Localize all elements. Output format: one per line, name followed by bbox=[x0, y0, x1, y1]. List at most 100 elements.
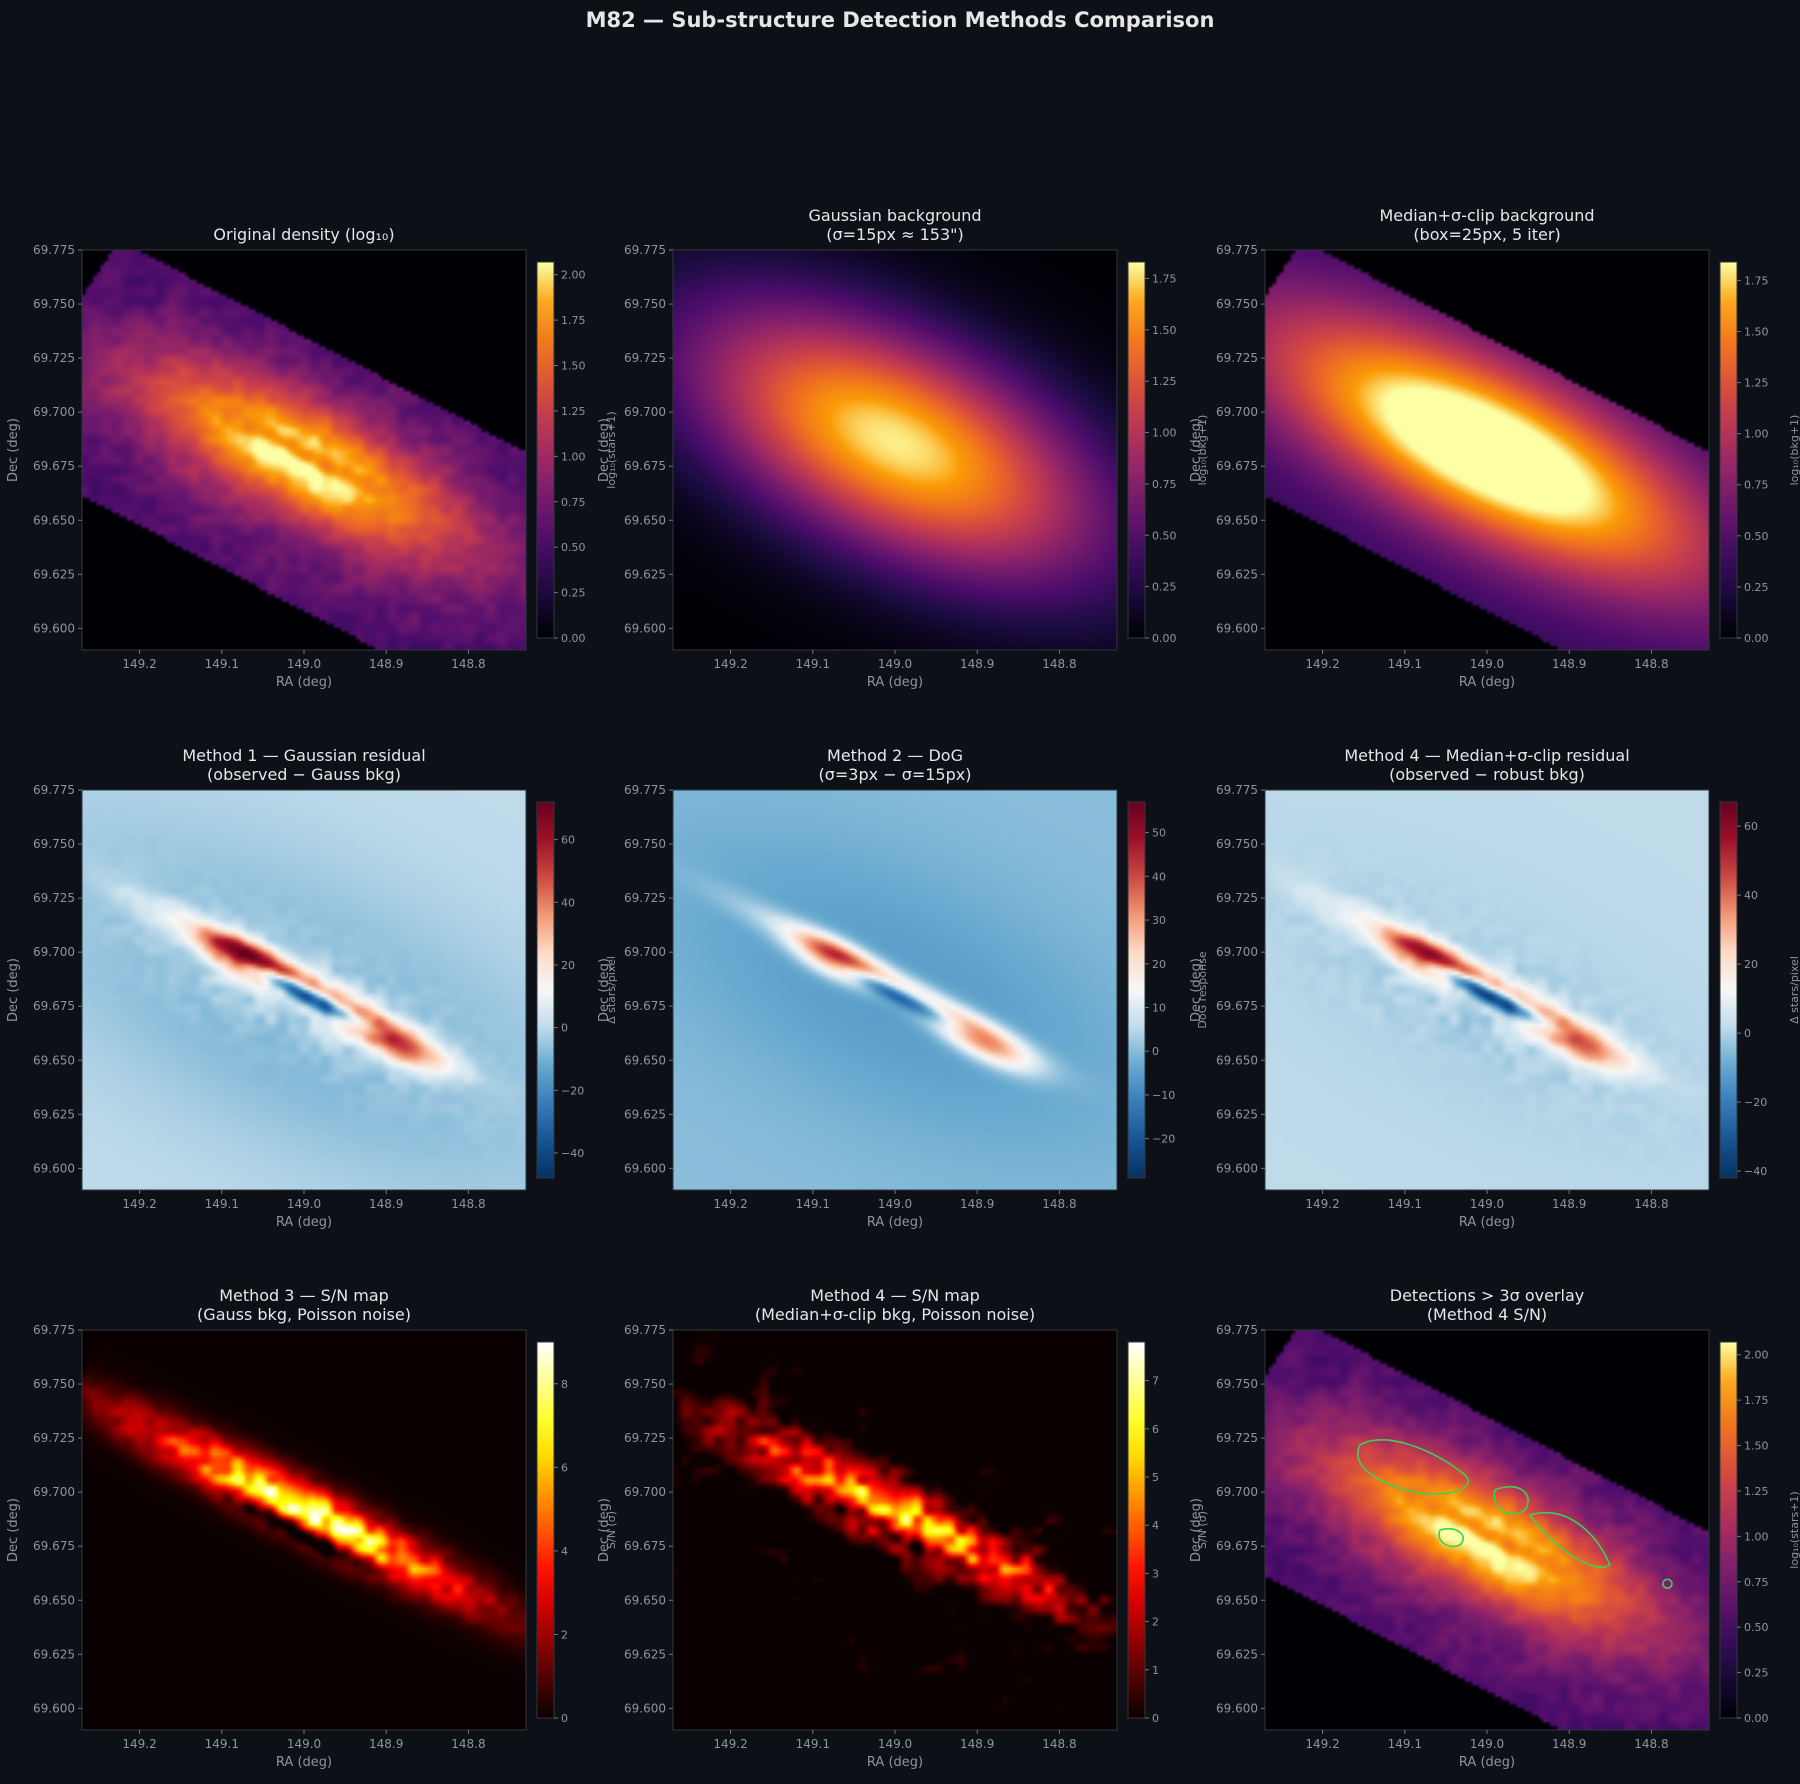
panel-6: Method 4 — Median+σ-clip residual(observ… bbox=[1189, 746, 1800, 1230]
panel-4: Method 1 — Gaussian residual(observed − … bbox=[6, 746, 618, 1230]
colorbar-tick-label: −20 bbox=[1152, 1133, 1175, 1146]
colorbar-tick-label: 0.25 bbox=[561, 587, 586, 600]
colorbar-tick-label: 3 bbox=[1152, 1567, 1159, 1580]
colorbar bbox=[1719, 261, 1738, 639]
colorbar-tick-label: 0.75 bbox=[561, 496, 586, 509]
x-axis-label: RA (deg) bbox=[867, 1755, 923, 1770]
colorbar bbox=[1127, 261, 1146, 639]
y-tick-label: 69.725 bbox=[624, 351, 666, 365]
panel-title-line: (box=25px, 5 iter) bbox=[1413, 225, 1560, 244]
panel-title-line: Detections > 3σ overlay bbox=[1390, 1286, 1584, 1305]
x-axis-label: RA (deg) bbox=[867, 675, 923, 690]
y-tick-label: 69.675 bbox=[1216, 1539, 1258, 1553]
y-axis-label: Dec (deg) bbox=[1189, 958, 1204, 1022]
panel-title-line: (observed − robust bkg) bbox=[1389, 765, 1585, 784]
colorbar-label: DoG response bbox=[1196, 951, 1209, 1028]
x-tick-label: 149.2 bbox=[713, 1737, 747, 1751]
colorbar-tick-label: 30 bbox=[1152, 914, 1166, 927]
x-tick-label: 149.1 bbox=[205, 1197, 239, 1211]
y-tick-label: 69.650 bbox=[33, 1053, 75, 1067]
y-tick-label: 69.775 bbox=[624, 1323, 666, 1337]
x-tick-label: 149.1 bbox=[1388, 657, 1422, 671]
panel-title-line: Method 3 — S/N map bbox=[219, 1286, 389, 1305]
panel-2: Gaussian background(σ=15px ≈ 153") 149.2 1… bbox=[597, 206, 1209, 690]
heatmap-image bbox=[82, 790, 526, 1190]
y-tick-label: 69.600 bbox=[1216, 1701, 1258, 1715]
y-tick-label: 69.750 bbox=[624, 297, 666, 311]
colorbar-tick-label: 40 bbox=[1744, 889, 1758, 902]
colorbar-tick-label: 1.25 bbox=[1152, 375, 1177, 388]
y-axis-label: Dec (deg) bbox=[6, 1498, 21, 1562]
colorbar bbox=[1127, 801, 1146, 1179]
colorbar-tick-label: 1.50 bbox=[1152, 324, 1177, 337]
y-tick-label: 69.600 bbox=[1216, 1161, 1258, 1175]
y-tick-label: 69.600 bbox=[1216, 621, 1258, 635]
x-tick-label: 149.1 bbox=[205, 657, 239, 671]
colorbar-tick-label: 20 bbox=[1744, 958, 1758, 971]
colorbar-tick-label: 4 bbox=[561, 1545, 568, 1558]
y-tick-label: 69.700 bbox=[33, 405, 75, 419]
colorbar-tick-label: 1.25 bbox=[1744, 1485, 1769, 1498]
y-tick-label: 69.775 bbox=[624, 243, 666, 257]
heatmap-image bbox=[673, 790, 1117, 1190]
contour bbox=[1662, 1578, 1673, 1589]
x-tick-label: 149.2 bbox=[1305, 1197, 1339, 1211]
colorbar-label: log₁₀(stars+1) bbox=[605, 411, 618, 488]
x-tick-label: 149.0 bbox=[1470, 1737, 1504, 1751]
colorbar-tick-label: 1.00 bbox=[1744, 1530, 1769, 1543]
x-axis-label: RA (deg) bbox=[276, 1215, 332, 1230]
y-tick-label: 69.600 bbox=[624, 1701, 666, 1715]
heatmap-image bbox=[673, 250, 1117, 650]
y-tick-label: 69.625 bbox=[33, 1107, 75, 1121]
colorbar-tick-label: 1.25 bbox=[561, 405, 586, 418]
y-tick-label: 69.725 bbox=[624, 891, 666, 905]
y-axis-label: Dec (deg) bbox=[597, 418, 612, 482]
panel-title-line: Method 2 — DoG bbox=[827, 746, 963, 765]
y-tick-label: 69.675 bbox=[33, 459, 75, 473]
y-tick-label: 69.750 bbox=[33, 837, 75, 851]
y-tick-label: 69.675 bbox=[1216, 459, 1258, 473]
contour bbox=[1357, 1439, 1469, 1495]
colorbar-tick-label: 6 bbox=[1152, 1423, 1159, 1436]
x-tick-label: 149.0 bbox=[287, 657, 321, 671]
colorbar bbox=[536, 261, 555, 639]
y-tick-label: 69.625 bbox=[624, 567, 666, 581]
colorbar-tick-label: 0 bbox=[1152, 1045, 1159, 1058]
x-axis-label: RA (deg) bbox=[276, 675, 332, 690]
y-tick-label: 69.725 bbox=[33, 351, 75, 365]
figure-title: M82 — Sub-structure Detection Methods Co… bbox=[586, 8, 1215, 32]
y-tick-label: 69.650 bbox=[624, 1593, 666, 1607]
y-tick-label: 69.725 bbox=[1216, 891, 1258, 905]
x-tick-label: 149.1 bbox=[1388, 1197, 1422, 1211]
colorbar-tick-label: 1.75 bbox=[1744, 1394, 1769, 1407]
x-tick-label: 148.9 bbox=[960, 657, 994, 671]
colorbar-tick-label: 2 bbox=[561, 1628, 568, 1641]
panel-title-line: Method 4 — Median+σ-clip residual bbox=[1344, 746, 1629, 765]
y-tick-label: 69.600 bbox=[33, 621, 75, 635]
x-tick-label: 148.8 bbox=[1634, 1737, 1668, 1751]
x-tick-label: 149.1 bbox=[796, 657, 830, 671]
x-tick-label: 148.9 bbox=[1552, 1197, 1586, 1211]
x-axis-label: RA (deg) bbox=[1459, 1215, 1515, 1230]
x-axis-label: RA (deg) bbox=[276, 1755, 332, 1770]
y-tick-label: 69.650 bbox=[33, 513, 75, 527]
panel-title-line: Original density (log₁₀) bbox=[213, 225, 394, 244]
panel-title-line: Method 4 — S/N map bbox=[810, 1286, 980, 1305]
colorbar-tick-label: 1.75 bbox=[1744, 274, 1769, 287]
y-tick-label: 69.700 bbox=[33, 945, 75, 959]
colorbar-tick-label: 0.25 bbox=[1152, 581, 1177, 594]
colorbar bbox=[1719, 1341, 1738, 1719]
y-tick-label: 69.600 bbox=[624, 1161, 666, 1175]
x-tick-label: 149.0 bbox=[1470, 657, 1504, 671]
x-tick-label: 149.2 bbox=[122, 1197, 156, 1211]
colorbar-tick-label: 0 bbox=[1152, 1712, 1159, 1725]
y-tick-label: 69.700 bbox=[624, 405, 666, 419]
colorbar-tick-label: 0.50 bbox=[1744, 530, 1769, 543]
y-tick-label: 69.700 bbox=[1216, 405, 1258, 419]
colorbar-label: S/N (σ) bbox=[1196, 1511, 1209, 1549]
y-tick-label: 69.725 bbox=[33, 1431, 75, 1445]
x-tick-label: 149.2 bbox=[713, 1197, 747, 1211]
y-tick-label: 69.650 bbox=[624, 513, 666, 527]
colorbar-tick-label: 0.75 bbox=[1744, 479, 1769, 492]
